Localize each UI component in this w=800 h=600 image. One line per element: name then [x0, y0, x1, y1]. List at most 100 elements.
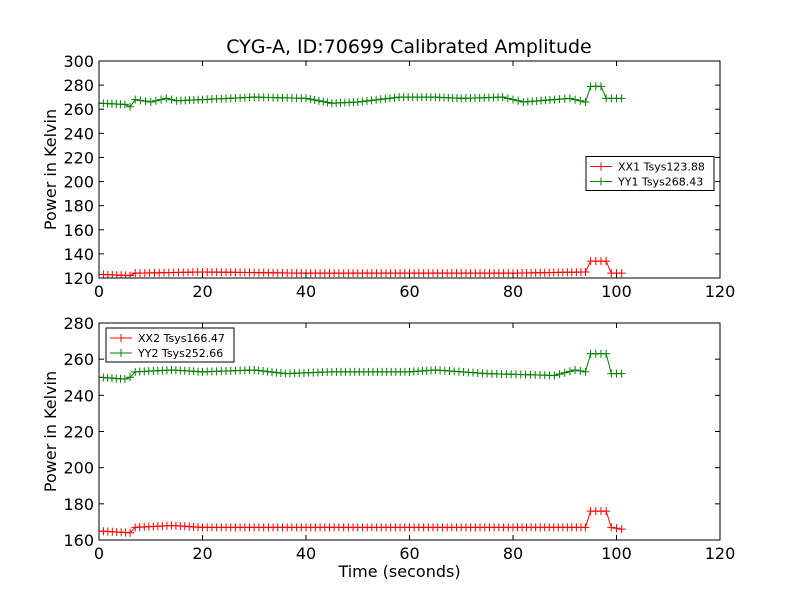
series-point: [376, 95, 385, 104]
series-point: [323, 98, 332, 107]
series-point: [602, 507, 611, 516]
series-1: [99, 507, 626, 537]
chart-title: CYG-A, ID:70699 Calibrated Amplitude: [226, 36, 591, 58]
legend-marker: [597, 177, 605, 186]
x-tick-label: 20: [192, 282, 212, 301]
series-point: [602, 257, 611, 266]
series-point: [254, 366, 263, 375]
y-tick-label: 260: [63, 100, 94, 119]
series-2: [99, 349, 626, 384]
series-point: [126, 271, 135, 278]
series-point: [503, 94, 512, 103]
series-point: [509, 95, 517, 104]
series-point: [126, 528, 135, 537]
series-point: [131, 95, 140, 104]
legend: XX1 Tsys123.88 YY1 Tsys268.43: [585, 156, 715, 191]
series-point: [581, 367, 590, 376]
x-tick-label: 60: [399, 282, 419, 301]
legend-entry: XX1 Tsys123.88: [618, 161, 705, 174]
series-point: [157, 95, 166, 104]
series-point: [272, 368, 281, 377]
y-axis-label: Power in Kelvin: [41, 109, 60, 230]
series-point: [560, 368, 569, 377]
series-point: [151, 96, 160, 105]
series-point: [120, 100, 129, 109]
series-point: [565, 367, 574, 376]
y-axis-label: Power in Kelvin: [41, 371, 60, 492]
series-point: [126, 373, 135, 382]
series-point: [612, 524, 621, 533]
series-point: [250, 366, 259, 375]
series-point: [576, 96, 585, 105]
legend-entry: YY2 Tsys252.66: [137, 347, 223, 360]
series-point: [617, 94, 626, 103]
series-1: [99, 257, 626, 278]
x-tick-label: 80: [503, 544, 523, 563]
y-tick-label: 260: [63, 350, 94, 369]
series-point: [617, 525, 626, 534]
series-point: [581, 267, 590, 276]
legend-marker: [117, 334, 125, 342]
x-tick-label: 40: [296, 544, 316, 563]
series-point: [617, 269, 626, 278]
y-tick-label: 180: [63, 495, 94, 514]
panel-2: 0 20 40 60 80 100 120 160 180 200 220 240 260 280 Powe…: [41, 314, 735, 581]
series-point: [319, 97, 328, 106]
y-tick-label: 200: [63, 173, 94, 192]
legend-entry: XX2 Tsys166.47: [138, 332, 225, 345]
series-line: [99, 510, 622, 534]
series-point: [259, 367, 268, 376]
series-point: [302, 94, 310, 103]
series-point: [263, 367, 272, 376]
x-tick-label: 120: [705, 544, 736, 563]
series-line: [99, 85, 622, 108]
legend-box: [105, 327, 235, 363]
x-tick-label: 0: [94, 544, 104, 563]
series-point: [167, 95, 176, 104]
y-tick-label: 120: [63, 269, 94, 288]
series-point: [555, 370, 564, 379]
y-tick-label: 140: [63, 245, 94, 264]
series-2: [99, 82, 626, 111]
y-tick-label: 240: [63, 124, 94, 143]
series-point: [120, 375, 129, 384]
y-tick-label: 180: [63, 197, 94, 216]
series-point: [372, 95, 381, 104]
series-point: [576, 366, 585, 375]
y-tick-label: 280: [63, 314, 94, 333]
series-point: [146, 97, 155, 106]
legend-marker: [597, 162, 605, 171]
series-point: [596, 82, 605, 91]
series-point: [581, 97, 590, 106]
x-tick-label: 40: [296, 282, 316, 301]
series-point: [381, 94, 390, 103]
series-point: [126, 102, 135, 111]
legend-marker: [117, 349, 125, 357]
series-point: [514, 96, 523, 105]
series-point: [498, 93, 507, 102]
series-point: [141, 97, 150, 106]
series-point: [390, 93, 399, 102]
x-tick-label: 100: [601, 544, 632, 563]
y-tick-label: 220: [63, 148, 94, 167]
series-point: [314, 96, 323, 105]
x-tick-label: 60: [399, 544, 419, 563]
x-tick-label: 80: [503, 282, 523, 301]
series-point: [581, 523, 590, 532]
y-tick-label: 160: [63, 221, 94, 240]
series-point: [358, 97, 367, 106]
series-point: [136, 96, 145, 105]
y-tick-label: 160: [63, 531, 94, 550]
series-point: [267, 368, 276, 377]
series-point: [162, 94, 171, 103]
x-axis-label: Time (seconds): [337, 562, 460, 581]
series-point: [571, 95, 580, 104]
series-point: [550, 371, 559, 380]
series-point: [617, 369, 626, 378]
series-point: [607, 523, 616, 532]
series-point: [367, 96, 376, 105]
series-point: [571, 366, 580, 375]
y-tick-label: 200: [63, 459, 94, 478]
legend-box: [585, 156, 715, 191]
legend-entry: YY1 Tsys268.43: [617, 176, 703, 189]
